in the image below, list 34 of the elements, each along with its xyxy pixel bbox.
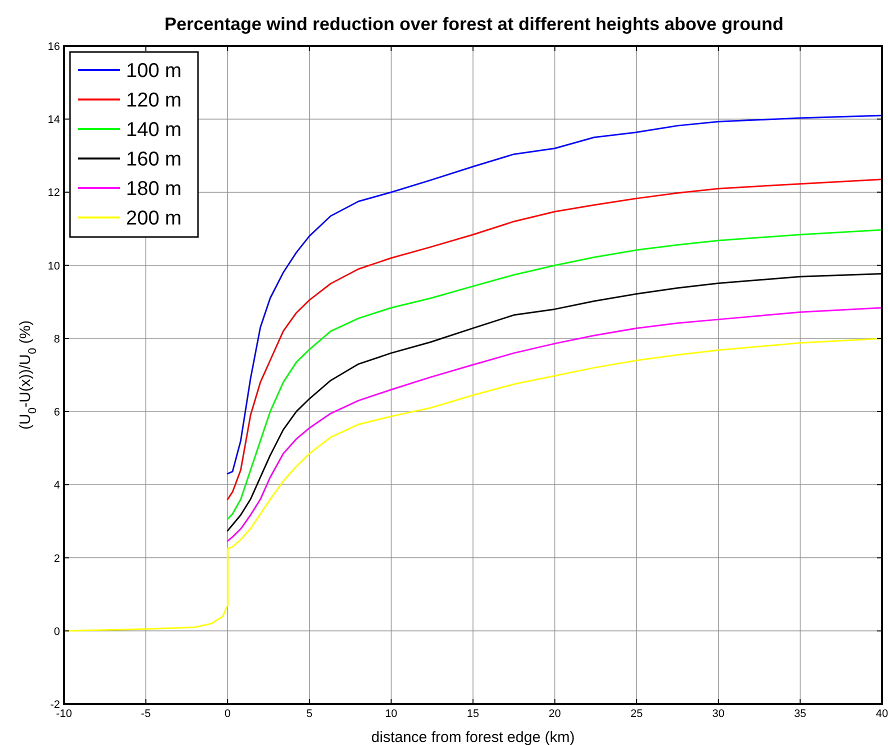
legend-label: 160 m (126, 148, 182, 170)
y-tick-label: -2 (50, 699, 60, 711)
x-axis-title: distance from forest edge (km) (371, 729, 575, 745)
x-tick-label: 25 (630, 708, 643, 720)
y-tick-label: 14 (48, 114, 60, 126)
x-tick-label: -10 (56, 708, 72, 720)
y-tick-label: 16 (48, 41, 60, 53)
line-series (226, 306, 883, 542)
x-tick-label: 15 (466, 708, 480, 720)
x-tick-label: 5 (306, 708, 312, 720)
y-tick-label: 6 (54, 406, 60, 419)
x-tick-label: 40 (876, 708, 888, 720)
legend-label: 100 m (126, 60, 182, 82)
y-tick-label: 10 (48, 260, 60, 272)
line-series (63, 338, 883, 632)
line-series (226, 229, 883, 520)
y-tick-label: 12 (48, 187, 60, 200)
x-tick-label: 35 (794, 708, 806, 720)
x-tick-label: 20 (548, 708, 561, 720)
y-tick-label: 0 (54, 626, 60, 638)
legend-label: 200 m (126, 208, 182, 230)
y-tick-label: 4 (54, 480, 60, 492)
y-tick-label: 2 (54, 552, 60, 565)
x-tick-label: 30 (712, 708, 725, 720)
legend-label: 180 m (126, 178, 182, 200)
y-tick-label: 8 (54, 333, 60, 346)
x-tick-label: 10 (385, 708, 398, 720)
x-tick-label: -5 (140, 708, 151, 720)
legend-label: 140 m (126, 119, 182, 141)
chart-title: Percentage wind reduction over forest at different heights above ground (164, 14, 784, 34)
x-tick-label: 0 (224, 708, 231, 720)
line-series (226, 178, 883, 500)
line-series (226, 114, 883, 474)
legend-label: 120 m (126, 90, 182, 112)
